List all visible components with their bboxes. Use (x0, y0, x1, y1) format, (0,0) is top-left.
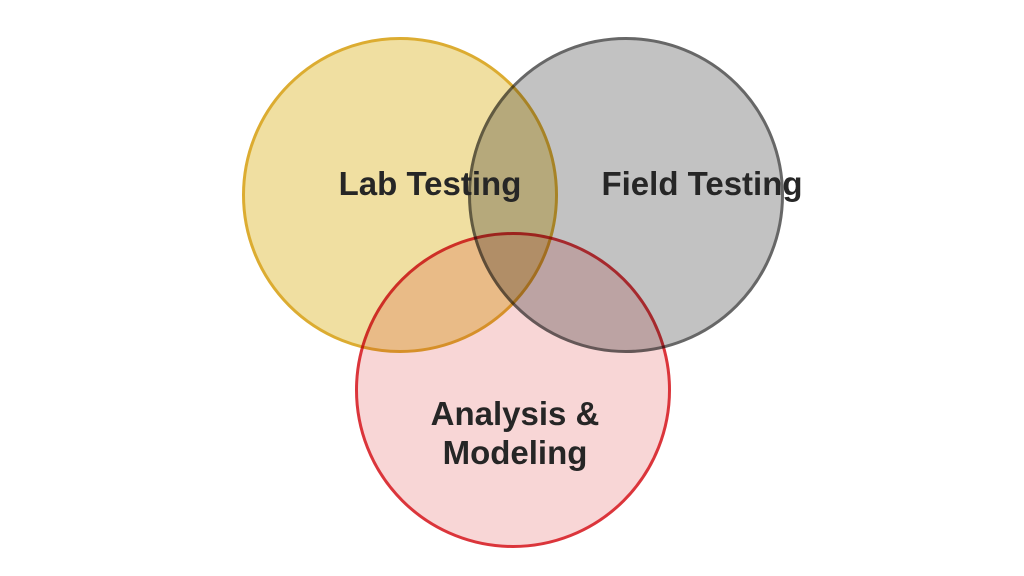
venn-diagram: Lab Testing Field Testing Analysis & Mod… (0, 0, 1024, 576)
venn-label-lab-testing: Lab Testing (320, 165, 540, 204)
venn-label-field-testing: Field Testing (592, 165, 812, 204)
venn-circle-analysis-modeling (355, 232, 671, 548)
venn-label-analysis-modeling: Analysis & Modeling (400, 395, 630, 473)
